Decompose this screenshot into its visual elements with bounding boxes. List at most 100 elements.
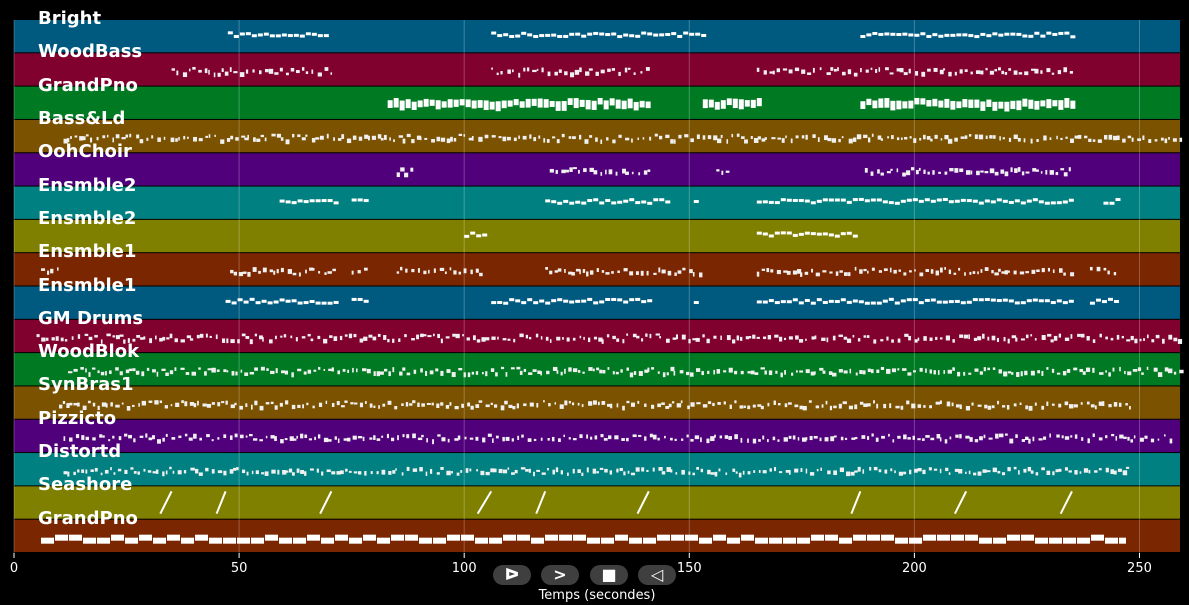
note	[723, 401, 726, 405]
note	[564, 169, 569, 173]
note	[274, 335, 277, 340]
note	[1049, 170, 1054, 175]
note	[946, 401, 951, 407]
play-button[interactable]: ᐅ	[493, 565, 531, 585]
stop-button[interactable]: ■	[590, 565, 628, 585]
note	[251, 537, 265, 544]
note	[936, 198, 942, 202]
note	[255, 301, 261, 305]
note	[317, 72, 322, 77]
note	[675, 472, 678, 475]
note	[229, 67, 232, 72]
note	[135, 370, 140, 375]
note	[293, 438, 297, 441]
note	[780, 372, 783, 378]
note	[1105, 467, 1109, 473]
note	[1103, 201, 1109, 205]
note	[948, 300, 954, 304]
note	[170, 137, 175, 143]
note	[188, 68, 191, 72]
note	[527, 438, 532, 442]
note	[373, 405, 376, 409]
note	[268, 339, 273, 344]
note	[204, 371, 207, 376]
note	[1025, 271, 1029, 274]
note	[537, 98, 543, 108]
note	[657, 371, 660, 374]
note	[579, 434, 583, 439]
note	[926, 34, 932, 38]
note	[113, 472, 116, 475]
note	[795, 135, 799, 139]
note	[998, 433, 1004, 438]
note	[846, 338, 852, 343]
note	[311, 69, 314, 74]
note	[988, 437, 993, 440]
note	[782, 68, 788, 71]
note	[616, 403, 619, 408]
note	[600, 69, 605, 74]
note	[1126, 339, 1131, 342]
note	[1043, 135, 1047, 141]
note	[47, 270, 50, 275]
note	[315, 199, 321, 203]
note	[335, 534, 349, 541]
note	[687, 405, 690, 410]
note	[1020, 338, 1025, 341]
back-button[interactable]: ◁	[638, 565, 676, 585]
note	[1041, 335, 1046, 340]
note	[141, 371, 145, 377]
note	[645, 67, 650, 71]
forward-button[interactable]: >	[541, 565, 579, 585]
note	[991, 269, 994, 274]
note	[666, 467, 671, 472]
note	[867, 436, 870, 440]
note	[1055, 172, 1059, 176]
note	[235, 371, 238, 376]
note	[897, 435, 901, 439]
note	[291, 201, 297, 205]
note	[73, 368, 78, 372]
note	[973, 472, 977, 476]
note	[470, 231, 476, 235]
note	[117, 468, 122, 472]
x-tick-label: 0	[9, 561, 19, 576]
note	[567, 472, 569, 476]
note	[965, 435, 970, 439]
note	[1064, 467, 1068, 471]
note	[532, 69, 537, 73]
note	[165, 372, 169, 377]
note	[464, 234, 470, 238]
note	[245, 69, 249, 74]
note	[184, 433, 188, 437]
note	[998, 67, 1001, 71]
note	[196, 334, 200, 339]
note	[1023, 138, 1026, 143]
note	[734, 434, 738, 440]
note	[357, 436, 363, 439]
note	[301, 137, 306, 141]
note	[245, 32, 251, 36]
note	[153, 537, 167, 544]
note	[485, 404, 490, 408]
note	[970, 170, 973, 175]
note	[358, 136, 363, 141]
note	[696, 467, 699, 470]
note	[394, 405, 398, 410]
note	[1032, 198, 1038, 202]
note	[1035, 537, 1049, 544]
note	[111, 534, 125, 541]
note	[1110, 469, 1115, 474]
note	[297, 404, 301, 409]
note	[1036, 139, 1039, 142]
note	[680, 400, 683, 404]
note	[645, 333, 648, 337]
note	[1116, 135, 1120, 141]
note	[437, 434, 441, 437]
note	[508, 404, 513, 409]
note	[274, 405, 278, 410]
note	[618, 71, 621, 76]
note	[239, 32, 245, 36]
note	[593, 301, 599, 305]
note	[908, 33, 914, 37]
